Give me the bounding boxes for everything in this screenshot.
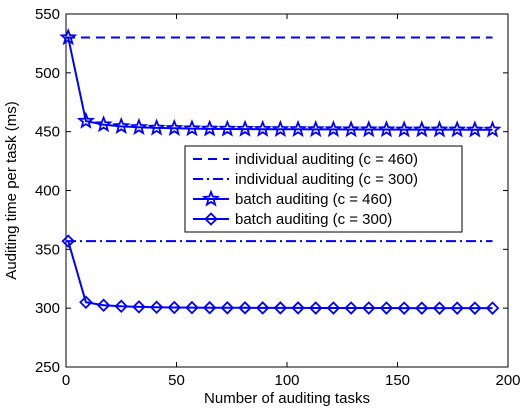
- x-tick-label: 50: [168, 372, 185, 389]
- x-tick-label: 0: [62, 372, 70, 389]
- legend-label: individual auditing (c = 460): [235, 151, 418, 168]
- y-axis-label: Auditing time per task (ms): [3, 101, 20, 279]
- x-tick-label: 150: [385, 372, 410, 389]
- legend-label: batch auditing (c = 300): [235, 211, 392, 228]
- y-tick-label: 400: [35, 183, 60, 200]
- y-tick-label: 550: [35, 6, 60, 23]
- x-tick-label: 100: [274, 372, 299, 389]
- legend-label: individual auditing (c = 300): [235, 171, 418, 188]
- y-tick-label: 250: [35, 359, 60, 376]
- legend-label: batch auditing (c = 460): [235, 191, 392, 208]
- y-tick-label: 300: [35, 300, 60, 317]
- y-tick-label: 500: [35, 65, 60, 82]
- y-tick-label: 450: [35, 124, 60, 141]
- x-tick-label: 200: [495, 372, 520, 389]
- x-axis-label: Number of auditing tasks: [204, 390, 370, 407]
- legend: individual auditing (c = 460) individual …: [185, 146, 462, 232]
- y-tick-label: 350: [35, 241, 60, 258]
